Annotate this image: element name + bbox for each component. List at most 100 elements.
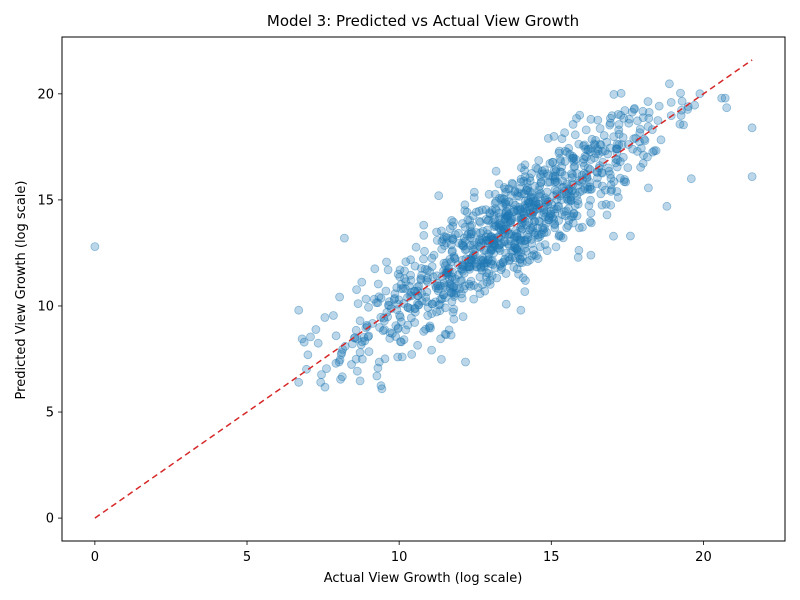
data-point [505, 218, 515, 228]
data-point [469, 236, 479, 246]
x-tick-label: 20 [695, 550, 712, 565]
data-point [466, 255, 476, 265]
data-point [537, 166, 547, 176]
data-point [538, 210, 548, 220]
data-point [403, 303, 413, 313]
data-point [496, 232, 506, 242]
data-point [531, 198, 541, 208]
data-point [448, 235, 458, 245]
data-point [530, 230, 540, 240]
data-point [406, 287, 416, 297]
data-point [635, 128, 645, 138]
data-point [303, 350, 313, 360]
data-point [434, 191, 444, 201]
data-point [512, 244, 522, 254]
data-point [590, 140, 600, 150]
data-point [448, 288, 458, 298]
plot-area [61, 36, 786, 542]
data-point [501, 269, 511, 278]
data-point [483, 255, 493, 265]
data-point [560, 211, 570, 221]
data-point [516, 247, 526, 257]
data-point [316, 377, 326, 387]
data-point [428, 272, 438, 282]
data-point [569, 162, 579, 172]
chart-title: Model 3: Predicted vs Actual View Growth [267, 12, 579, 30]
data-point [520, 287, 530, 297]
data-point [538, 225, 548, 235]
data-point [467, 220, 477, 230]
data-point [458, 312, 468, 322]
data-point [516, 223, 525, 233]
data-point [406, 313, 416, 323]
data-point [614, 140, 624, 150]
data-point [534, 189, 544, 199]
data-point [491, 166, 501, 176]
y-tick-label: 15 [37, 193, 54, 208]
data-point [510, 243, 520, 252]
data-point [507, 213, 517, 223]
data-point [515, 202, 524, 212]
data-point [539, 169, 548, 179]
data-point [527, 239, 537, 248]
data-point [609, 231, 618, 241]
data-point [393, 352, 403, 362]
data-point [499, 198, 509, 208]
data-point [636, 143, 646, 153]
data-point [425, 321, 435, 331]
data-point [542, 187, 552, 197]
data-point [544, 171, 554, 181]
data-point [474, 216, 484, 226]
data-point [624, 140, 633, 149]
data-point [586, 218, 596, 228]
data-point [505, 255, 515, 265]
data-point [373, 363, 383, 373]
data-point [469, 280, 479, 290]
data-point [644, 113, 654, 123]
data-point [484, 215, 494, 225]
data-point [437, 237, 447, 247]
data-point [626, 231, 635, 241]
data-point [561, 206, 571, 216]
data-point [464, 258, 474, 268]
data-point [320, 382, 330, 392]
data-point [508, 198, 518, 208]
data-point [592, 179, 602, 189]
data-point [510, 243, 519, 252]
data-point [490, 198, 500, 208]
data-point [496, 214, 506, 224]
data-point [525, 202, 534, 212]
data-point [423, 311, 433, 320]
data-point [747, 172, 757, 182]
data-point [378, 326, 388, 336]
data-point [466, 229, 476, 239]
data-point [394, 295, 404, 305]
data-point [662, 201, 672, 211]
data-point [507, 178, 517, 188]
data-point [557, 134, 567, 144]
data-point [442, 258, 451, 268]
data-point [593, 115, 603, 125]
data-point [522, 185, 532, 195]
data-point [621, 177, 631, 187]
data-point [317, 370, 326, 380]
data-point [543, 133, 553, 143]
data-point [501, 199, 511, 209]
data-point [494, 222, 504, 232]
data-point [578, 158, 588, 167]
data-point [538, 223, 547, 233]
data-point [651, 146, 661, 156]
data-point [548, 172, 558, 181]
data-point [562, 223, 572, 233]
data-point [596, 140, 606, 150]
data-point [511, 236, 521, 246]
data-point [592, 144, 602, 154]
data-point [469, 240, 478, 250]
data-point [722, 103, 732, 113]
data-point [471, 207, 481, 217]
x-axis-label: Actual View Growth (log scale) [324, 571, 523, 586]
data-point [462, 262, 472, 272]
data-point [512, 206, 522, 216]
data-point [494, 208, 504, 218]
data-point [399, 335, 409, 345]
